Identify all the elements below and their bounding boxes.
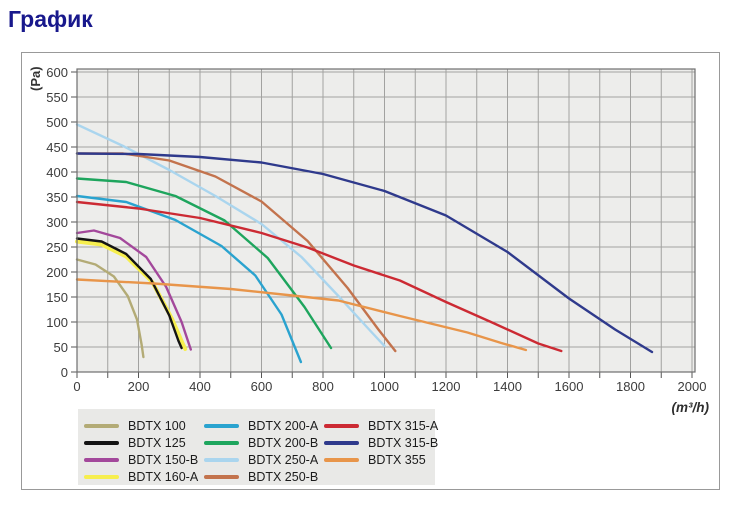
- legend-label: BDTX 315-A: [368, 418, 439, 433]
- legend-swatch-icon: [204, 423, 239, 428]
- y-tick-label: 600: [46, 65, 68, 80]
- curve-bdtx-125: [75, 237, 183, 350]
- legend-swatch-icon: [84, 440, 119, 445]
- x-tick-label: 400: [189, 379, 211, 394]
- chart-container: (Pa) 600 550 500 450 400 350 300 250 200 150 100 50…: [21, 52, 720, 490]
- legend-swatch-icon: [204, 440, 239, 445]
- legend-label: BDTX 100: [128, 418, 186, 433]
- x-tick-label: 1800: [616, 379, 645, 394]
- y-tick-label: 50: [53, 340, 68, 355]
- x-tick-label: 1600: [554, 379, 584, 394]
- legend-swatch-icon: [84, 474, 119, 479]
- legend-swatch-icon: [324, 457, 359, 462]
- y-tick-label: 100: [46, 315, 68, 330]
- legend-item: BDTX 150-B: [84, 451, 200, 468]
- legend-column: BDTX 315-A BDTX 315-B BDTX 355: [324, 417, 440, 468]
- curve-bdtx-355: [75, 278, 528, 352]
- y-tick-label: 0: [60, 365, 68, 380]
- legend-label: BDTX 125: [128, 435, 186, 450]
- page-title: График: [8, 6, 93, 32]
- legend-item: BDTX 355: [324, 451, 440, 468]
- curve-bdtx-150-b: [75, 229, 193, 351]
- legend-item: BDTX 200-B: [204, 434, 320, 451]
- legend-swatch-icon: [84, 423, 119, 428]
- x-tick-label: 2000: [677, 379, 707, 394]
- legend: BDTX 100 BDTX 125 BDTX 150-B BDTX 160-A BDTX…: [78, 409, 438, 485]
- y-tick-label: 350: [46, 190, 68, 205]
- legend-swatch-icon: [324, 423, 359, 428]
- legend-item: BDTX 125: [84, 434, 200, 451]
- plot-border: [76, 68, 696, 373]
- x-tick-label: 600: [250, 379, 273, 394]
- legend-item: BDTX 315-B: [324, 434, 440, 451]
- legend-item: BDTX 100: [84, 417, 200, 434]
- y-tick-label: 400: [46, 165, 68, 180]
- legend-column: BDTX 200-A BDTX 200-B BDTX 250-A BDTX 250-B: [204, 417, 320, 485]
- x-tick-label: 0: [73, 379, 81, 394]
- legend-label: BDTX 355: [368, 452, 426, 467]
- legend-label: BDTX 200-A: [248, 418, 319, 433]
- legend-swatch-icon: [204, 457, 239, 462]
- y-tick-label: 200: [46, 265, 68, 280]
- x-axis-unit-label: (m³/h): [671, 400, 710, 415]
- legend-label: BDTX 150-B: [128, 452, 199, 467]
- legend-swatch-icon: [84, 457, 119, 462]
- curve-bdtx-100: [75, 258, 145, 359]
- y-tick-label: 300: [46, 215, 68, 230]
- x-tick-label: 200: [127, 379, 150, 394]
- x-tick-label: 1400: [493, 379, 522, 394]
- legend-item: BDTX 250-B: [204, 468, 320, 485]
- legend-swatch-icon: [324, 440, 359, 445]
- legend-label: BDTX 315-B: [368, 435, 439, 450]
- y-tick-label: 450: [46, 140, 68, 155]
- y-tick-label: 550: [46, 90, 68, 105]
- legend-column: BDTX 100 BDTX 125 BDTX 150-B BDTX 160-A: [84, 417, 200, 485]
- curve-bdtx-250-b: [75, 152, 397, 353]
- legend-label: BDTX 250-B: [248, 469, 319, 484]
- legend-label: BDTX 250-A: [248, 452, 319, 467]
- curve-bdtx-315-b: [75, 152, 654, 354]
- curve-bdtx-200-b: [75, 177, 333, 350]
- legend-item: BDTX 315-A: [324, 417, 440, 434]
- y-tick-label: 250: [46, 240, 68, 255]
- legend-item: BDTX 160-A: [84, 468, 200, 485]
- y-tick-label: 500: [46, 115, 68, 130]
- legend-label: BDTX 200-B: [248, 435, 319, 450]
- x-tick-label: 1000: [370, 379, 399, 394]
- curve-bdtx-315-a: [75, 200, 563, 353]
- y-tick-label: 150: [46, 290, 68, 305]
- x-tick-label: 1200: [431, 379, 461, 394]
- x-tick-label: 800: [312, 379, 334, 394]
- curve-bdtx-200-a: [75, 194, 303, 364]
- plot-area: [71, 68, 696, 378]
- legend-label: BDTX 160-A: [128, 469, 199, 484]
- legend-item: BDTX 200-A: [204, 417, 320, 434]
- legend-swatch-icon: [204, 474, 239, 479]
- legend-item: BDTX 250-A: [204, 451, 320, 468]
